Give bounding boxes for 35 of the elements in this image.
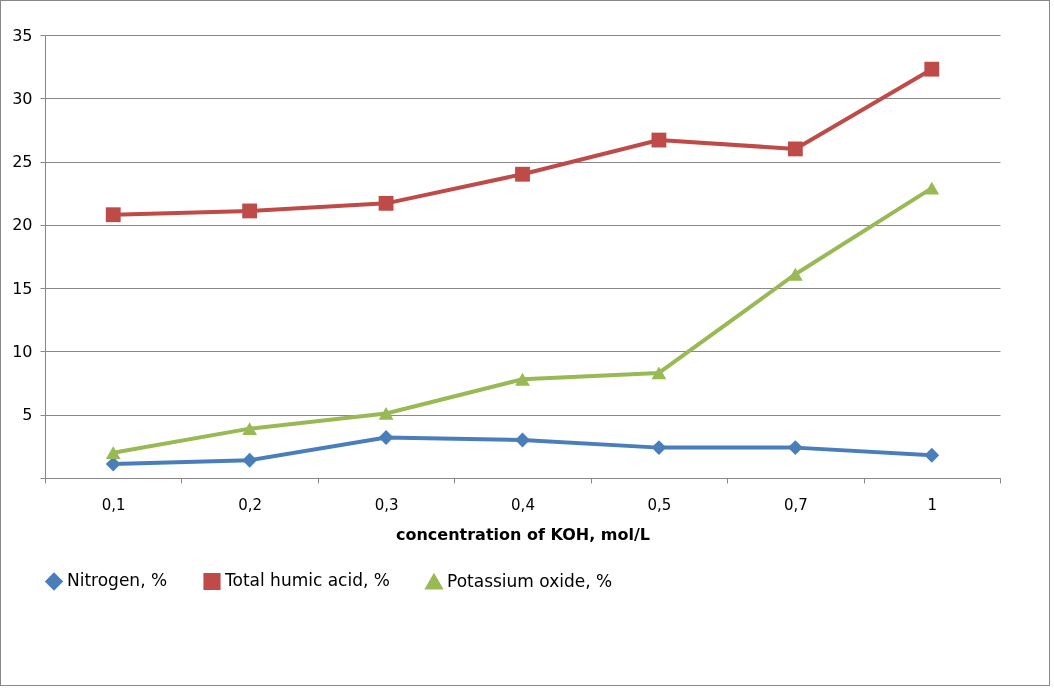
x-axis-title: concentration of KOH, mol/L — [395, 524, 651, 544]
point — [787, 267, 803, 281]
point — [105, 207, 121, 223]
point — [378, 407, 394, 420]
point — [651, 366, 667, 380]
point — [651, 440, 667, 456]
y-tick-label: 15 — [12, 278, 33, 298]
point — [242, 422, 258, 436]
point — [924, 447, 940, 463]
legend-label: Nitrogen, % — [67, 570, 168, 591]
point — [242, 203, 258, 219]
point — [515, 166, 530, 182]
x-tick-label: 0,7 — [783, 495, 808, 514]
x-tick-label: 0,2 — [238, 495, 263, 514]
point — [378, 195, 394, 211]
y-tick-label: 20 — [12, 215, 33, 235]
x-tick-label: 0,3 — [374, 495, 399, 514]
legend-label: Potassium oxide, % — [447, 570, 613, 591]
point — [924, 181, 940, 195]
point — [924, 61, 940, 77]
point — [105, 446, 121, 460]
y-tick-label: 10 — [12, 341, 33, 361]
point — [787, 141, 803, 157]
y-tick-label: 30 — [12, 88, 33, 108]
y-tick-label: 5 — [22, 405, 33, 425]
x-tick-label: 0,1 — [101, 495, 126, 514]
y-tick-label: 35 — [12, 25, 33, 45]
point — [787, 440, 803, 456]
x-tick-label: 0,4 — [511, 495, 535, 514]
y-tick-label: 25 — [12, 152, 33, 172]
x-tick-label: 0,5 — [647, 495, 672, 514]
legend-label: Total humic acid, % — [224, 570, 390, 591]
point — [515, 372, 530, 386]
x-tick-label: 1 — [927, 495, 938, 514]
point — [242, 452, 258, 468]
